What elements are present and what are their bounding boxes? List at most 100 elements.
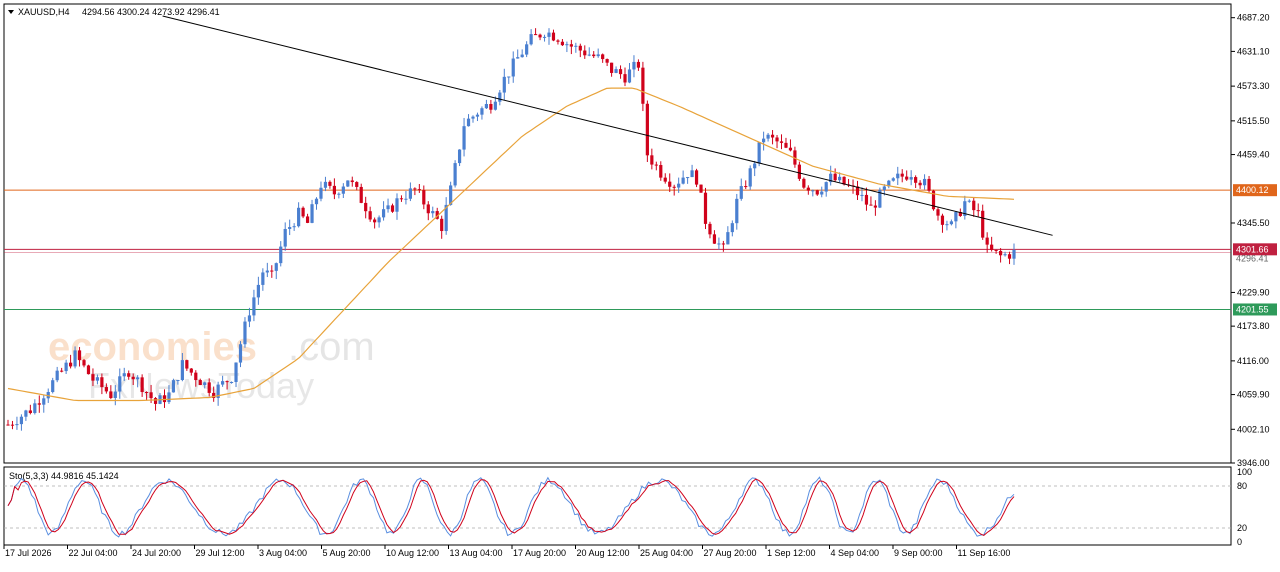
candle-body — [878, 189, 882, 208]
price-tick-label: 4116.00 — [1237, 356, 1269, 366]
candle-body — [882, 186, 886, 190]
moving-average-line — [7, 87, 1015, 402]
candle-body — [565, 44, 569, 46]
candle-body — [918, 182, 922, 186]
candle-body — [33, 403, 37, 414]
last-price-label: 4296.41 — [1236, 253, 1269, 263]
candle-body — [958, 212, 962, 216]
candle-body — [654, 164, 658, 166]
candle-body — [762, 138, 766, 143]
candle-body — [301, 207, 305, 217]
candle-body — [323, 181, 328, 188]
candle-body — [686, 177, 690, 179]
candle-body — [194, 372, 198, 381]
price-tick-label: 4173.80 — [1237, 321, 1270, 331]
candle-body — [708, 223, 712, 235]
candle-body — [525, 44, 529, 55]
candle-body — [489, 104, 493, 110]
candle-body — [305, 216, 310, 223]
candle-body — [162, 395, 167, 403]
candle-body — [864, 194, 869, 205]
time-tick-label: 24 Jul 20:00 — [132, 548, 181, 558]
candle-body — [618, 69, 623, 75]
candle-body — [922, 178, 927, 186]
candle-body — [167, 392, 171, 403]
candle-body — [189, 368, 193, 373]
candle-body — [896, 173, 900, 179]
candle-body — [583, 50, 587, 56]
candle-body — [444, 204, 448, 232]
stoch-label: Sto(5,3,3) 44.9816 45.1424 — [9, 471, 119, 481]
candle-body — [784, 142, 788, 148]
candle-body — [945, 224, 949, 226]
candle-body — [873, 205, 877, 208]
candle-body — [815, 190, 819, 195]
level-label-current: 4301.66 — [1236, 244, 1269, 254]
price-tick-label: 4573.30 — [1237, 81, 1270, 91]
candle-body — [368, 211, 372, 220]
time-tick-label: 10 Aug 12:00 — [386, 548, 439, 558]
candle-body — [270, 270, 274, 272]
candle-body — [838, 176, 842, 181]
candle-body — [319, 187, 323, 199]
candle-body — [645, 103, 649, 156]
candle-body — [981, 210, 985, 238]
candle-body — [413, 188, 417, 190]
candle-body — [417, 189, 421, 191]
candle-body — [811, 190, 815, 192]
time-tick-label: 17 Aug 20:00 — [513, 548, 566, 558]
candle-body — [672, 186, 676, 188]
candle-body — [748, 168, 752, 187]
candle-body — [842, 176, 846, 185]
candle-body — [998, 250, 1003, 256]
candle-body — [238, 344, 243, 363]
candle-body — [972, 200, 976, 211]
price-tick-label: 4002.10 — [1237, 424, 1270, 434]
candle-body — [797, 164, 801, 179]
candle-body — [493, 101, 497, 110]
candle-body — [395, 198, 399, 212]
price-tick-label: 4515.50 — [1237, 116, 1270, 126]
candle-body — [793, 150, 797, 165]
candle-body — [449, 185, 453, 205]
candle-body — [659, 165, 663, 178]
candle-body — [10, 424, 15, 426]
candle-body — [234, 362, 238, 383]
candle-body — [109, 391, 113, 398]
candle-body — [453, 163, 457, 186]
level-label-resistance: 4400.12 — [1236, 185, 1269, 195]
stoch-signal-line — [7, 478, 1015, 536]
candle-body — [578, 45, 582, 51]
candle-body — [55, 370, 59, 381]
candle-body — [806, 187, 810, 191]
candle-body — [511, 58, 515, 77]
candle-body — [145, 392, 149, 394]
candle-body — [19, 416, 24, 425]
candle-body — [359, 186, 363, 203]
candle-body — [766, 134, 770, 139]
candle-body — [95, 377, 100, 381]
candle-body — [994, 249, 998, 251]
candle-body — [721, 243, 725, 245]
time-tick-label: 9 Sep 00:00 — [894, 548, 943, 558]
candle-body — [547, 32, 551, 37]
candle-body — [100, 377, 104, 388]
candle-body — [931, 190, 936, 210]
level-tag-support — [1233, 303, 1277, 316]
candle-body — [328, 181, 332, 186]
candle-body — [118, 376, 122, 392]
level-tag-resistance — [1233, 184, 1277, 197]
level-tag-current — [1233, 243, 1277, 256]
candle-body — [726, 232, 730, 245]
candle-body — [744, 186, 748, 188]
candle-body — [596, 54, 600, 57]
candle-body — [37, 403, 41, 405]
candle-body — [149, 392, 153, 399]
candle-body — [471, 116, 475, 119]
candle-body — [51, 380, 55, 393]
watermark-sub: FxNewsToday — [88, 365, 314, 406]
candle-body — [73, 350, 77, 367]
candle-body — [265, 270, 269, 273]
